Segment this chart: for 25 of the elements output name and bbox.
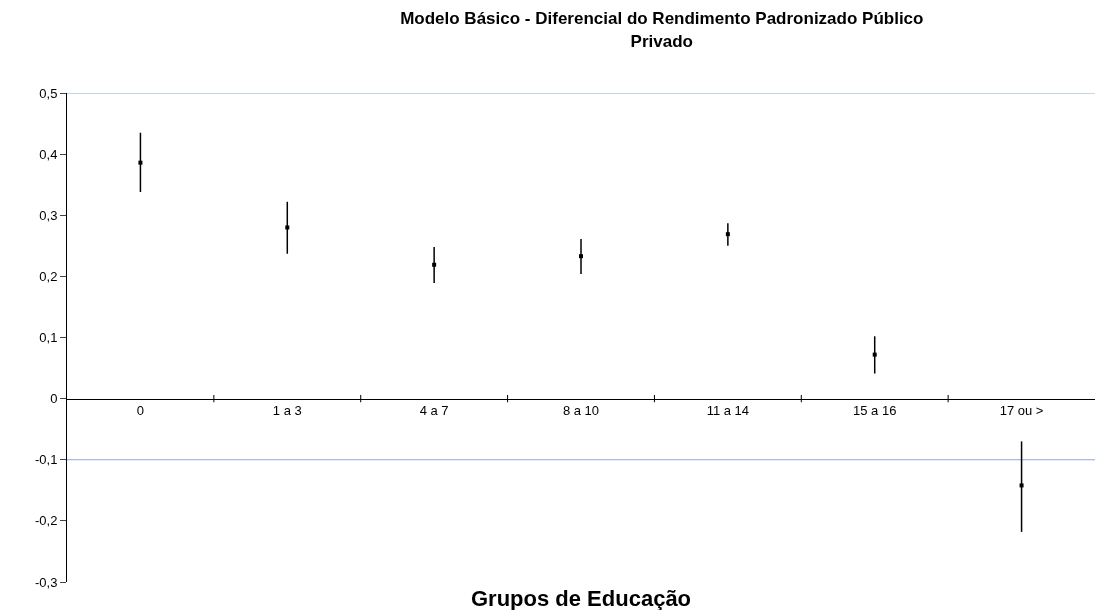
y-tick-label: 0,2	[39, 268, 58, 284]
y-tick-label: -0,1	[34, 452, 58, 468]
point	[725, 232, 730, 237]
point	[579, 254, 583, 259]
x-tick-label: 15 a 16	[853, 403, 897, 419]
chart-title: Modelo Básico - Diferencial do Rendimento Padronizado Público Privado	[400, 9, 924, 51]
x-tick-label: 1 a 3	[272, 403, 302, 419]
y-tick-label: 0,4	[39, 146, 58, 162]
x-tick-label: 4 a 7	[419, 403, 449, 419]
x-tick-label: 11 a 14	[706, 403, 750, 419]
x-axis-title: Grupos de Educação	[471, 586, 692, 610]
point	[872, 352, 877, 357]
point	[138, 160, 143, 165]
y-tick-label: 0,3	[39, 207, 58, 223]
y-tick-label: -0,3	[34, 574, 58, 590]
x-tick-label: 8 a 10	[562, 403, 600, 419]
y-tick-label: 0	[50, 391, 58, 407]
y-tick-label: 0,1	[39, 330, 58, 346]
point	[1019, 483, 1024, 488]
point	[285, 225, 290, 230]
point	[432, 262, 437, 267]
y-tick-label: -0,2	[34, 513, 58, 529]
x-tick-label: 0	[136, 403, 145, 419]
x-tick-label: 17 ou >	[999, 403, 1044, 419]
y-tick-label: 0,5	[39, 85, 58, 101]
